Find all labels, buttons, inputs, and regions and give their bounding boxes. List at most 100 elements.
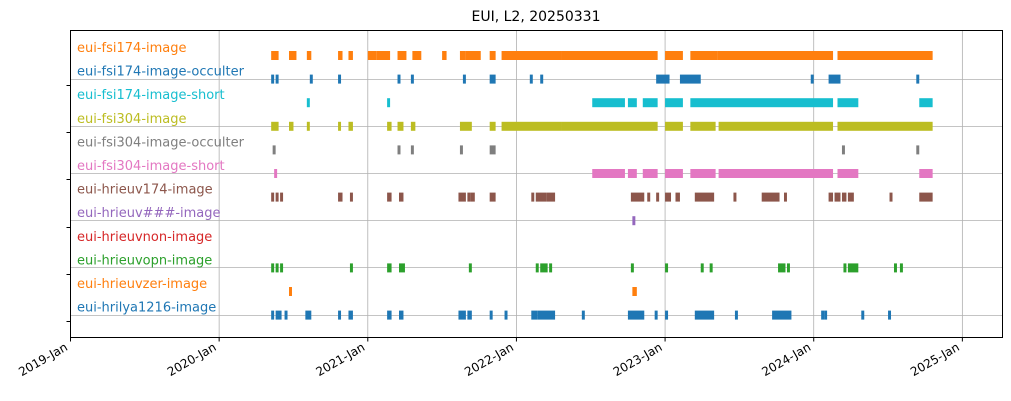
interval-bar [834,192,841,202]
interval-bar [289,51,297,60]
series-row [271,263,903,273]
interval-bar [410,145,414,155]
interval-bar [837,98,859,108]
interval-bar [783,192,787,202]
interval-bar [338,51,343,60]
series-label: eui-hrieuvzer-image [77,277,207,292]
interval-bar [489,51,496,60]
series-label: eui-hrieuvnon-image [77,230,212,245]
interval-bar [306,98,310,108]
interval-bar [535,192,547,202]
interval-bar [306,121,310,131]
interval-bar [387,98,391,108]
interval-bar [387,192,392,202]
x-tick-label: 2024-Jan [759,340,813,379]
interval-bar [630,192,645,202]
interval-bar [289,121,294,131]
interval-bar [465,51,481,60]
interval-bar [546,192,556,202]
interval-bar [847,263,859,273]
series-label: eui-hrieuv###-image [77,206,221,221]
interval-bar [306,51,312,60]
interval-bar [284,310,288,320]
interval-bar [501,51,562,60]
interval-bar [665,169,683,178]
plot-area-frame [70,30,1003,338]
interval-bar [387,263,392,273]
interval-bar [919,192,933,202]
interval-bar [620,169,625,178]
interval-bar [468,263,472,273]
series-label: eui-hrilya1216-image [77,301,216,316]
interval-bar [275,192,279,202]
interval-bar [841,145,845,155]
interval-bar [397,74,401,84]
interval-bar [459,51,466,60]
interval-bar [675,192,680,202]
interval-bar [410,74,414,84]
series-label: eui-fsi304-image [77,112,187,127]
interval-bar [531,310,538,320]
interval-bar [529,74,533,84]
interval-bar [778,263,783,273]
series-row [274,169,933,178]
series-row [271,74,920,84]
interval-bar [786,263,790,273]
interval-bar [305,310,312,320]
series-row [271,51,933,60]
series-row [271,121,933,131]
interval-bar [275,74,279,84]
interval-bar [338,74,342,84]
interval-bar [531,192,535,202]
interval-bar [665,263,669,273]
interval-bar [733,192,737,202]
interval-bar [718,169,834,178]
interval-bar [467,310,472,320]
interval-bar [889,192,893,202]
interval-bar [271,192,275,202]
interval-bar [919,169,933,178]
series-label: eui-fsi304-image-occulter [77,135,245,150]
interval-bar [489,145,496,155]
interval-bar [627,310,645,320]
series-label: eui-fsi174-image [77,41,187,56]
interval-bar [690,169,716,178]
interval-bar [847,192,854,202]
series-row [272,145,920,155]
series-label: eui-fsi304-image-short [77,159,225,174]
interval-bar [376,51,391,60]
interval-bar [782,263,786,273]
interval-bar [399,310,404,320]
interval-bar [549,263,553,273]
interval-bar [271,310,275,320]
interval-bar [537,310,556,320]
interval-bar [275,310,282,320]
interval-bar [367,51,377,60]
interval-bar [540,74,544,84]
interval-bar [916,145,920,155]
interval-bar [893,263,897,273]
interval-bar [467,192,471,202]
interval-bar [620,98,625,108]
interval-bar [592,98,621,108]
interval-bar [627,98,637,108]
interval-bar [627,169,637,178]
series-row [271,310,892,320]
interval-bar [665,51,683,60]
interval-bar [837,121,933,131]
interval-bar [442,51,447,60]
interval-bar [632,216,636,226]
interval-bar [694,192,715,202]
interval-bar [592,169,621,178]
interval-bar [271,263,275,273]
interval-bar [772,310,792,320]
interval-bar [458,310,466,320]
interval-bar [489,74,496,84]
interval-bar [271,51,279,60]
series-row [289,287,637,296]
interval-bar [630,263,634,273]
series-label: eui-hrieuv174-image [77,183,213,198]
interval-bar [387,121,392,131]
interval-bar [916,74,920,84]
